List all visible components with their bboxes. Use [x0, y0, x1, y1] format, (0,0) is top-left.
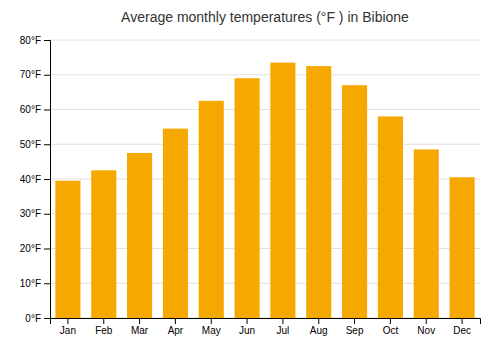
bar — [235, 78, 260, 318]
x-tick-label: Jun — [239, 325, 255, 336]
y-tick-mark — [44, 214, 50, 215]
grid — [50, 40, 480, 318]
bar — [91, 170, 116, 318]
y-tick-mark — [44, 144, 50, 145]
x-tick-label: Apr — [168, 325, 184, 336]
y-tick: 40°F — [20, 174, 50, 185]
y-tick: 70°F — [20, 69, 50, 80]
y-tick-mark — [44, 75, 50, 76]
x-tick-mark — [175, 318, 176, 324]
grid-line — [50, 74, 480, 75]
y-tick: 60°F — [20, 104, 50, 115]
y-tick-label: 20°F — [20, 243, 41, 254]
chart-container: Jan Feb Mar Apr May Jun Jul Aug Sep Oct Nov Dec 0°F 1… — [0, 0, 500, 350]
x-tick-label: Dec — [453, 325, 471, 336]
y-tick-label: 30°F — [20, 208, 41, 219]
x-tick: Jan — [60, 318, 76, 336]
y-tick-label: 80°F — [20, 35, 41, 46]
y-tick-label: 40°F — [20, 174, 41, 185]
plot-area: Jan Feb Mar Apr May Jun Jul Aug Sep Oct Nov Dec 0°F 1… — [20, 35, 481, 336]
x-tick-label: Jan — [60, 325, 76, 336]
x-tick-label: May — [202, 325, 221, 336]
bar — [270, 63, 295, 318]
bar — [55, 181, 80, 318]
bar — [378, 116, 403, 318]
title: Average monthly temperatures (°F ) in Bi… — [121, 9, 409, 25]
x-tick: Sep — [346, 318, 364, 336]
x-tick-label: Aug — [310, 325, 328, 336]
y-tick-label: 50°F — [20, 139, 41, 150]
y-tick-label: 70°F — [20, 69, 41, 80]
x-tick-label: Feb — [95, 325, 113, 336]
y-tick-label: 0°F — [25, 313, 41, 324]
bar — [163, 129, 188, 318]
x-tick-mark — [139, 318, 140, 324]
bar — [414, 149, 439, 318]
bar — [342, 85, 367, 318]
axis-line — [51, 319, 481, 325]
x-tick-mark — [354, 318, 355, 324]
grid-line — [50, 144, 480, 145]
x-tick: Jun — [239, 318, 255, 336]
x-tick-label: Oct — [383, 325, 399, 336]
y-tick: 10°F — [20, 278, 50, 289]
x-tick-mark — [390, 318, 391, 324]
x-axis: Jan Feb Mar Apr May Jun Jul Aug Sep Oct Nov Dec — [51, 318, 481, 336]
chart: Jan Feb Mar Apr May Jun Jul Aug Sep Oct Nov Dec 0°F 1… — [0, 0, 500, 350]
x-tick-label: Sep — [346, 325, 364, 336]
x-tick-label: Mar — [131, 325, 149, 336]
x-tick: Oct — [383, 318, 399, 336]
grid-line — [50, 109, 480, 110]
x-tick-label: Nov — [417, 325, 435, 336]
y-tick-mark — [44, 110, 50, 111]
y-tick-mark — [44, 318, 50, 319]
x-tick: Apr — [168, 318, 184, 336]
x-tick-mark — [282, 318, 283, 324]
x-tick-mark — [318, 318, 319, 324]
y-tick-mark — [44, 249, 50, 250]
y-axis: 0°F 10°F 20°F 30°F 40°F 50°F 60°F 70°F 80°F — [20, 35, 51, 324]
x-tick: Aug — [310, 318, 328, 336]
x-tick: Nov — [417, 318, 435, 336]
x-tick-mark — [103, 318, 104, 324]
x-tick-mark — [462, 318, 463, 324]
y-tick: 80°F — [20, 35, 50, 46]
bar — [199, 101, 224, 318]
y-tick: 20°F — [20, 243, 50, 254]
x-tick-label: Jul — [277, 325, 290, 336]
x-tick-mark — [67, 318, 68, 324]
x-tick-mark — [211, 318, 212, 324]
x-tick: Mar — [131, 318, 149, 336]
y-tick-mark — [44, 40, 50, 41]
x-tick-mark — [426, 318, 427, 324]
y-tick-label: 60°F — [20, 104, 41, 115]
x-tick-mark — [247, 318, 248, 324]
axis-line — [44, 41, 51, 319]
y-tick: 30°F — [20, 208, 50, 219]
bar — [450, 177, 475, 318]
y-tick: 0°F — [25, 313, 50, 324]
y-tick-mark — [44, 179, 50, 180]
x-tick: Jul — [277, 318, 290, 336]
y-tick: 50°F — [20, 139, 50, 150]
x-tick: Dec — [453, 318, 471, 336]
y-tick-mark — [44, 283, 50, 284]
y-tick-label: 10°F — [20, 278, 41, 289]
bars — [55, 63, 474, 318]
bar — [127, 153, 152, 318]
x-tick: May — [202, 318, 221, 336]
bar — [306, 66, 331, 318]
grid-line — [50, 40, 480, 41]
x-tick: Feb — [95, 318, 113, 336]
